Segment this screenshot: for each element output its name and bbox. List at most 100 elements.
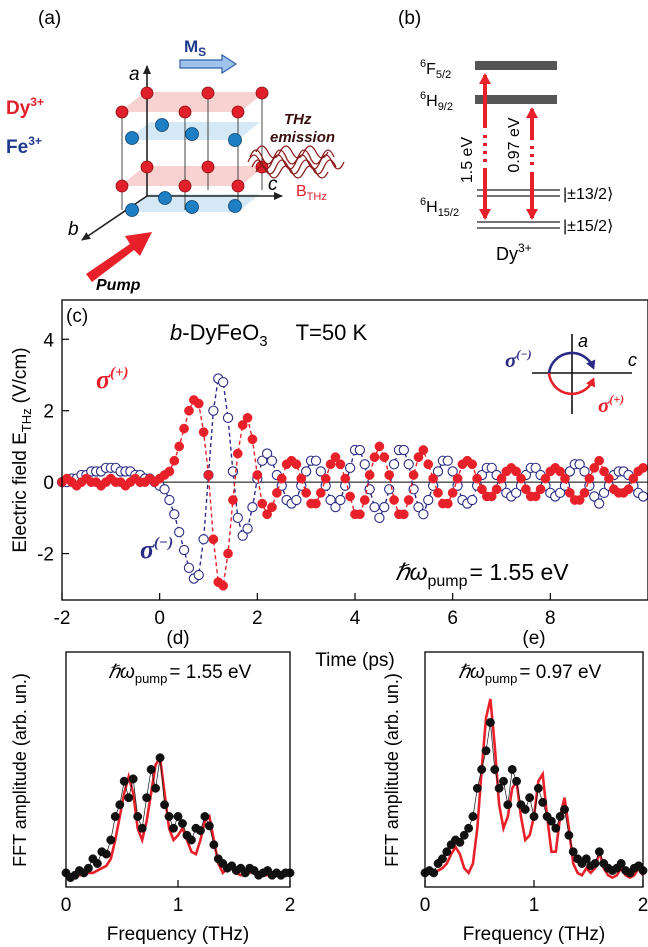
data-point [209, 840, 219, 850]
dy-atoms [115, 86, 269, 193]
data-point [301, 466, 312, 477]
data-point [186, 835, 196, 845]
sigma-minus-arc [547, 351, 596, 374]
title-main: -DyFeO [182, 320, 259, 345]
data-point [408, 484, 419, 495]
level-sub: 5/2 [436, 69, 451, 81]
dy-atom [178, 105, 192, 119]
data-point [330, 452, 341, 462]
data-point [173, 812, 183, 821]
data-point [540, 473, 551, 484]
level-sub: 15/2 [438, 207, 459, 219]
wave [251, 159, 337, 175]
x-tick-label: 2 [252, 608, 263, 629]
data-point [174, 441, 185, 452]
x-tick-label: 0 [154, 608, 165, 629]
data-point [423, 494, 434, 506]
data-point [137, 823, 147, 833]
data-point [92, 859, 102, 868]
data-point [247, 434, 258, 445]
dy-atom [178, 179, 192, 193]
ms-text: M [184, 37, 198, 56]
data-point [604, 473, 614, 484]
level-sup: 6 [420, 90, 426, 102]
data-point [568, 847, 578, 857]
data-point [507, 765, 517, 774]
data-point [232, 512, 243, 524]
sigma-plus-arc [547, 372, 596, 396]
data-point [428, 473, 438, 484]
data-point [551, 823, 561, 833]
level-sup: 6 [420, 196, 426, 208]
x-axis-label: Time (ps) [315, 650, 395, 671]
pump-arrow [86, 232, 152, 282]
data-point [594, 455, 605, 466]
y-label-main: Electric field E [10, 432, 31, 552]
data-point [222, 412, 234, 424]
data-point [272, 488, 282, 498]
data-point [237, 530, 248, 541]
wave [255, 165, 329, 179]
x-axis-label: Frequency (THz) [107, 924, 250, 945]
data-point [637, 491, 648, 502]
data-point [413, 452, 424, 462]
data-point [262, 509, 272, 520]
dy-sup: 3+ [30, 95, 44, 109]
data-point [335, 459, 346, 470]
data-point [345, 491, 355, 502]
data-point [499, 776, 508, 786]
data-point [520, 805, 530, 814]
panel-b: (b) 6F5/2 6H9/2 6H15/2 |±13/2⟩ |±15/2⟩ 1… [398, 8, 613, 264]
axis-label: a [129, 64, 140, 85]
level-label: 6H15/2 [420, 196, 459, 219]
data-point [491, 484, 502, 495]
series-name: σ [505, 348, 517, 372]
data-point [315, 466, 326, 477]
level-label: 6F5/2 [420, 58, 451, 81]
data-point [564, 466, 576, 477]
data-point [599, 466, 609, 477]
data-point [169, 509, 180, 520]
data-point [418, 445, 429, 455]
data-point [429, 868, 439, 878]
data-point [183, 562, 195, 574]
data-point [423, 459, 434, 470]
x-tick-label: 4 [350, 608, 361, 629]
data-point [164, 812, 174, 821]
fe-atom [125, 131, 139, 145]
data-point [315, 488, 326, 498]
data-point [160, 800, 170, 810]
bthz-label: BTHz [296, 183, 327, 203]
dy-text: Dy [6, 98, 31, 119]
data-point [257, 455, 268, 466]
data-point [565, 488, 575, 498]
data-point [237, 420, 248, 430]
plot-frame [61, 299, 648, 601]
data-point [310, 455, 322, 466]
data-point [560, 805, 569, 814]
thz-label: THz [284, 111, 312, 128]
fe-label: Fe3+ [6, 134, 42, 158]
ground-levels [477, 189, 560, 229]
panel-a: (a) MS a c b Dy3+ [6, 8, 345, 294]
data-point [452, 473, 463, 484]
data-point [554, 487, 566, 499]
data-point [459, 830, 469, 840]
data-point [564, 830, 574, 840]
annotation-text: = 0.97 eV [519, 662, 601, 683]
data-point [203, 470, 214, 480]
dy-atom [231, 179, 245, 193]
dy-atom [140, 86, 154, 100]
panel-label: (e) [522, 628, 545, 649]
data-point [364, 470, 375, 480]
fe-atoms [125, 118, 242, 217]
data-point [252, 470, 263, 480]
data-point [579, 466, 590, 477]
series-label: σ(+) [96, 365, 129, 394]
transition-arrows [479, 73, 538, 220]
panel-label: (a) [38, 8, 61, 29]
data-point [155, 753, 165, 763]
data-point [616, 859, 626, 868]
data-point [638, 463, 648, 473]
